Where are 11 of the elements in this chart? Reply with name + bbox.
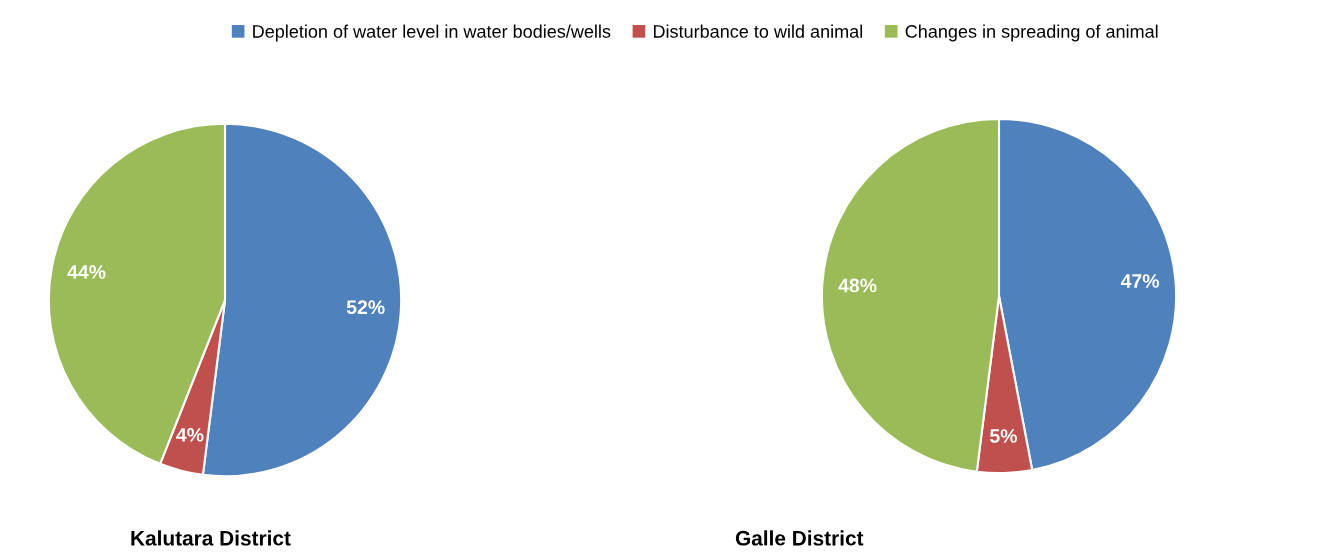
legend-label: Disturbance to wild animal — [653, 24, 863, 38]
data-label: 5% — [990, 429, 1017, 443]
data-label: 52% — [346, 300, 385, 315]
data-label: 47% — [1120, 274, 1160, 288]
text: Kalutara District — [131, 530, 291, 546]
text: Galle District — [735, 530, 864, 546]
legend-label: Changes in spreading of animal — [905, 24, 1158, 42]
data-label: 44% — [67, 265, 106, 279]
legend-label: Depletion of water level in water bodies/wells — [253, 24, 611, 42]
data-label: 4% — [176, 428, 204, 442]
data-label: 48% — [838, 278, 877, 293]
